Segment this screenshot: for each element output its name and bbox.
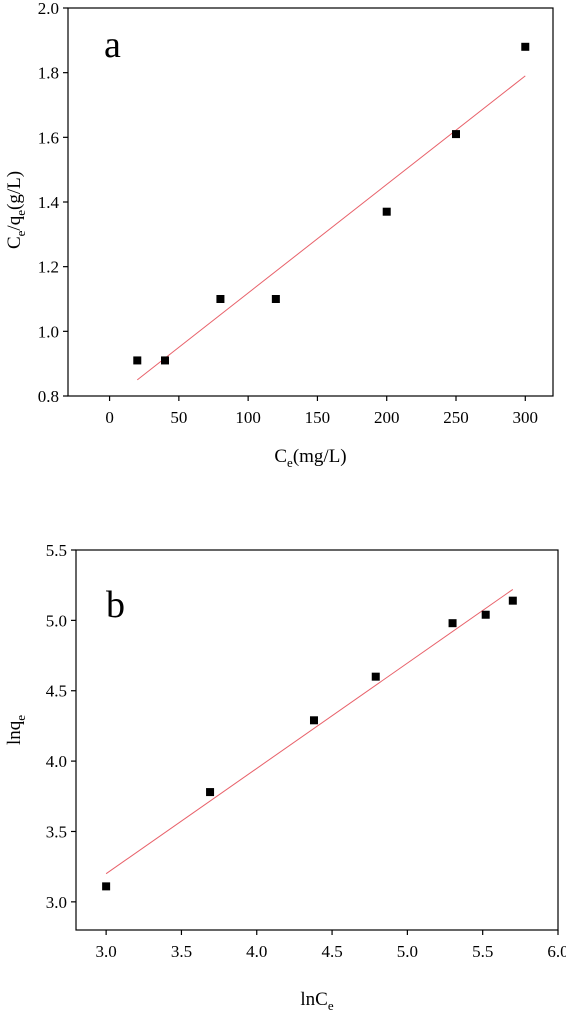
panel-b-x-axis-label: lnCe xyxy=(300,989,333,1013)
panel-b-data-point xyxy=(508,596,517,605)
panel-a-data-point xyxy=(271,295,280,303)
panel-b-x-tick-label: 4.5 xyxy=(321,942,342,961)
panel-a-x-tick-label: 250 xyxy=(443,408,469,427)
panel-a-x-tick-label: 200 xyxy=(374,408,400,427)
panel-b-data-point xyxy=(102,882,111,891)
panel-b-data-point xyxy=(371,672,380,681)
panel-b-y-tick-label: 4.5 xyxy=(46,682,67,701)
panel-b-y-axis-label: lnqe xyxy=(4,715,28,745)
panel-a-data-point xyxy=(452,130,460,139)
panel-b-fit-line xyxy=(105,588,514,875)
panel-b-data-point xyxy=(481,610,490,619)
panel-a-data-point xyxy=(382,207,391,216)
panel-b-x-tick-label: 5.0 xyxy=(397,942,418,961)
panel-b-y-tick-label: 5.0 xyxy=(46,611,67,630)
panel-a-panel-letter: a xyxy=(104,24,121,66)
panel-a-y-tick-label: 1.6 xyxy=(38,128,59,147)
panel-a-y-tick-label: 1.2 xyxy=(38,258,59,277)
panel-a-data-point xyxy=(216,295,225,303)
panel-a-data-point xyxy=(161,356,169,365)
panel-b-panel-letter: b xyxy=(106,584,125,626)
panel-a-data-point xyxy=(133,356,142,365)
panel-b-data-point xyxy=(309,716,318,725)
panel-a-y-tick-label: 1.0 xyxy=(38,322,59,341)
panel-b-x-tick-label: 4.0 xyxy=(246,942,267,961)
panel-a-x-tick-label: 150 xyxy=(305,408,331,427)
panel-b-data-point xyxy=(206,788,215,797)
panel-a-data-point xyxy=(521,42,530,51)
panel-a-y-tick-label: 2.0 xyxy=(38,0,59,18)
panel-b-y-tick-label: 5.5 xyxy=(46,541,67,560)
panel-b-x-tick-label: 3.0 xyxy=(96,942,117,961)
panel-a-y-tick-label: 0.8 xyxy=(38,387,59,406)
panel-b-x-tick-label: 5.5 xyxy=(472,942,493,961)
panel-a-y-tick-label: 1.4 xyxy=(38,193,60,212)
panel-b-y-tick-label: 4.0 xyxy=(46,752,67,771)
panel-a-plot-frame xyxy=(67,7,554,397)
panel-b-x-tick-label: 3.5 xyxy=(171,942,192,961)
panel-a-fit-line xyxy=(136,75,526,381)
panel-b-x-tick-label: 6.0 xyxy=(547,942,566,961)
panel-a-x-tick-label: 300 xyxy=(513,408,539,427)
panel-b-data-point xyxy=(448,619,457,628)
panel-a-x-axis-label: Ce(mg/L) xyxy=(274,446,346,470)
panel-b-y-tick-label: 3.0 xyxy=(46,893,67,912)
panel-b-plot-frame xyxy=(75,549,559,931)
panel-a-y-axis-label: Ce/qe(g/L) xyxy=(4,171,28,249)
panel-a-y-tick-label: 1.8 xyxy=(38,64,59,83)
panel-a-x-tick-label: 100 xyxy=(235,408,261,427)
panel-a-x-tick-label: 0 xyxy=(105,408,114,427)
panel-b-y-tick-label: 3.5 xyxy=(46,822,67,841)
panel-a-x-tick-label: 50 xyxy=(170,408,187,427)
